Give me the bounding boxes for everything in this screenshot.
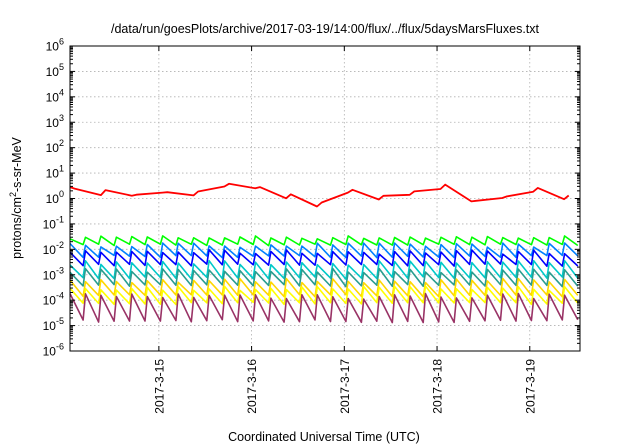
y-tick-label: 10-5 (43, 316, 64, 333)
y-tick-label: 102 (46, 138, 64, 155)
series-line-5 (69, 259, 579, 280)
series-line-9 (69, 292, 579, 324)
series-group (69, 182, 579, 324)
y-tick-label: 101 (46, 164, 64, 181)
y-tick-label: 103 (46, 113, 64, 130)
x-tick-label: 2017-3-19 (523, 359, 537, 414)
chart-title: /data/run/goesPlots/archive/2017-03-19/1… (111, 22, 540, 36)
x-axis: 2017-3-15 2017-3-16 2017-3-17 2017-3-18 2017… (152, 46, 537, 414)
series-line-8 (69, 285, 579, 306)
series-line-7 (69, 277, 579, 298)
y-tick-label: 106 (46, 37, 64, 54)
y-tick-label: 105 (46, 62, 64, 79)
series-line-6 (69, 267, 579, 288)
x-tick-label: 2017-3-17 (338, 359, 352, 414)
y-axis: 10-6 10-5 10-4 10-3 10-2 10-1 100 101 102 103 104 1… (43, 37, 580, 359)
y-tick-label: 10-6 (43, 342, 64, 359)
x-tick-label: 2017-3-15 (152, 359, 166, 414)
x-axis-label: Coordinated Universal Time (UTC) (228, 430, 420, 444)
series-line-2 (69, 235, 579, 247)
y-tick-label: 104 (46, 87, 64, 104)
y-tick-label: 10-1 (43, 214, 64, 231)
y-tick-label: 10-3 (43, 265, 64, 282)
y-tick-label: 10-4 (43, 291, 64, 308)
series-line-4 (69, 249, 579, 267)
y-axis-label: protons/cm2-s-sr-MeV (8, 136, 24, 258)
y-tick-label: 100 (46, 189, 64, 206)
series-line-3 (69, 242, 579, 259)
series-line-1 (69, 182, 570, 208)
y-tick-label: 10-2 (43, 240, 64, 257)
x-tick-label: 2017-3-16 (245, 359, 259, 414)
x-tick-label: 2017-3-18 (431, 359, 445, 414)
